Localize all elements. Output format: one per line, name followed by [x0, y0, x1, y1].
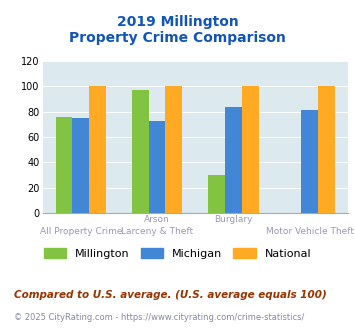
Bar: [132, 90, 149, 213]
Bar: [242, 86, 258, 213]
Text: Larceny & Theft: Larceny & Theft: [121, 227, 193, 236]
Bar: [89, 86, 106, 213]
Bar: [56, 117, 72, 213]
Bar: [208, 175, 225, 213]
Text: Burglary: Burglary: [214, 215, 253, 224]
Bar: [225, 107, 242, 213]
Text: Compared to U.S. average. (U.S. average equals 100): Compared to U.S. average. (U.S. average …: [14, 290, 327, 300]
Bar: [318, 86, 335, 213]
Text: Arson: Arson: [144, 215, 170, 224]
Legend: Millington, Michigan, National: Millington, Michigan, National: [39, 244, 316, 263]
Bar: [165, 86, 182, 213]
Bar: [72, 118, 89, 213]
Text: Property Crime Comparison: Property Crime Comparison: [69, 31, 286, 45]
Text: Motor Vehicle Theft: Motor Vehicle Theft: [266, 227, 354, 236]
Bar: [149, 120, 165, 213]
Text: 2019 Millington: 2019 Millington: [117, 15, 238, 29]
Bar: [301, 110, 318, 213]
Text: © 2025 CityRating.com - https://www.cityrating.com/crime-statistics/: © 2025 CityRating.com - https://www.city…: [14, 313, 305, 322]
Text: All Property Crime: All Property Crime: [39, 227, 122, 236]
